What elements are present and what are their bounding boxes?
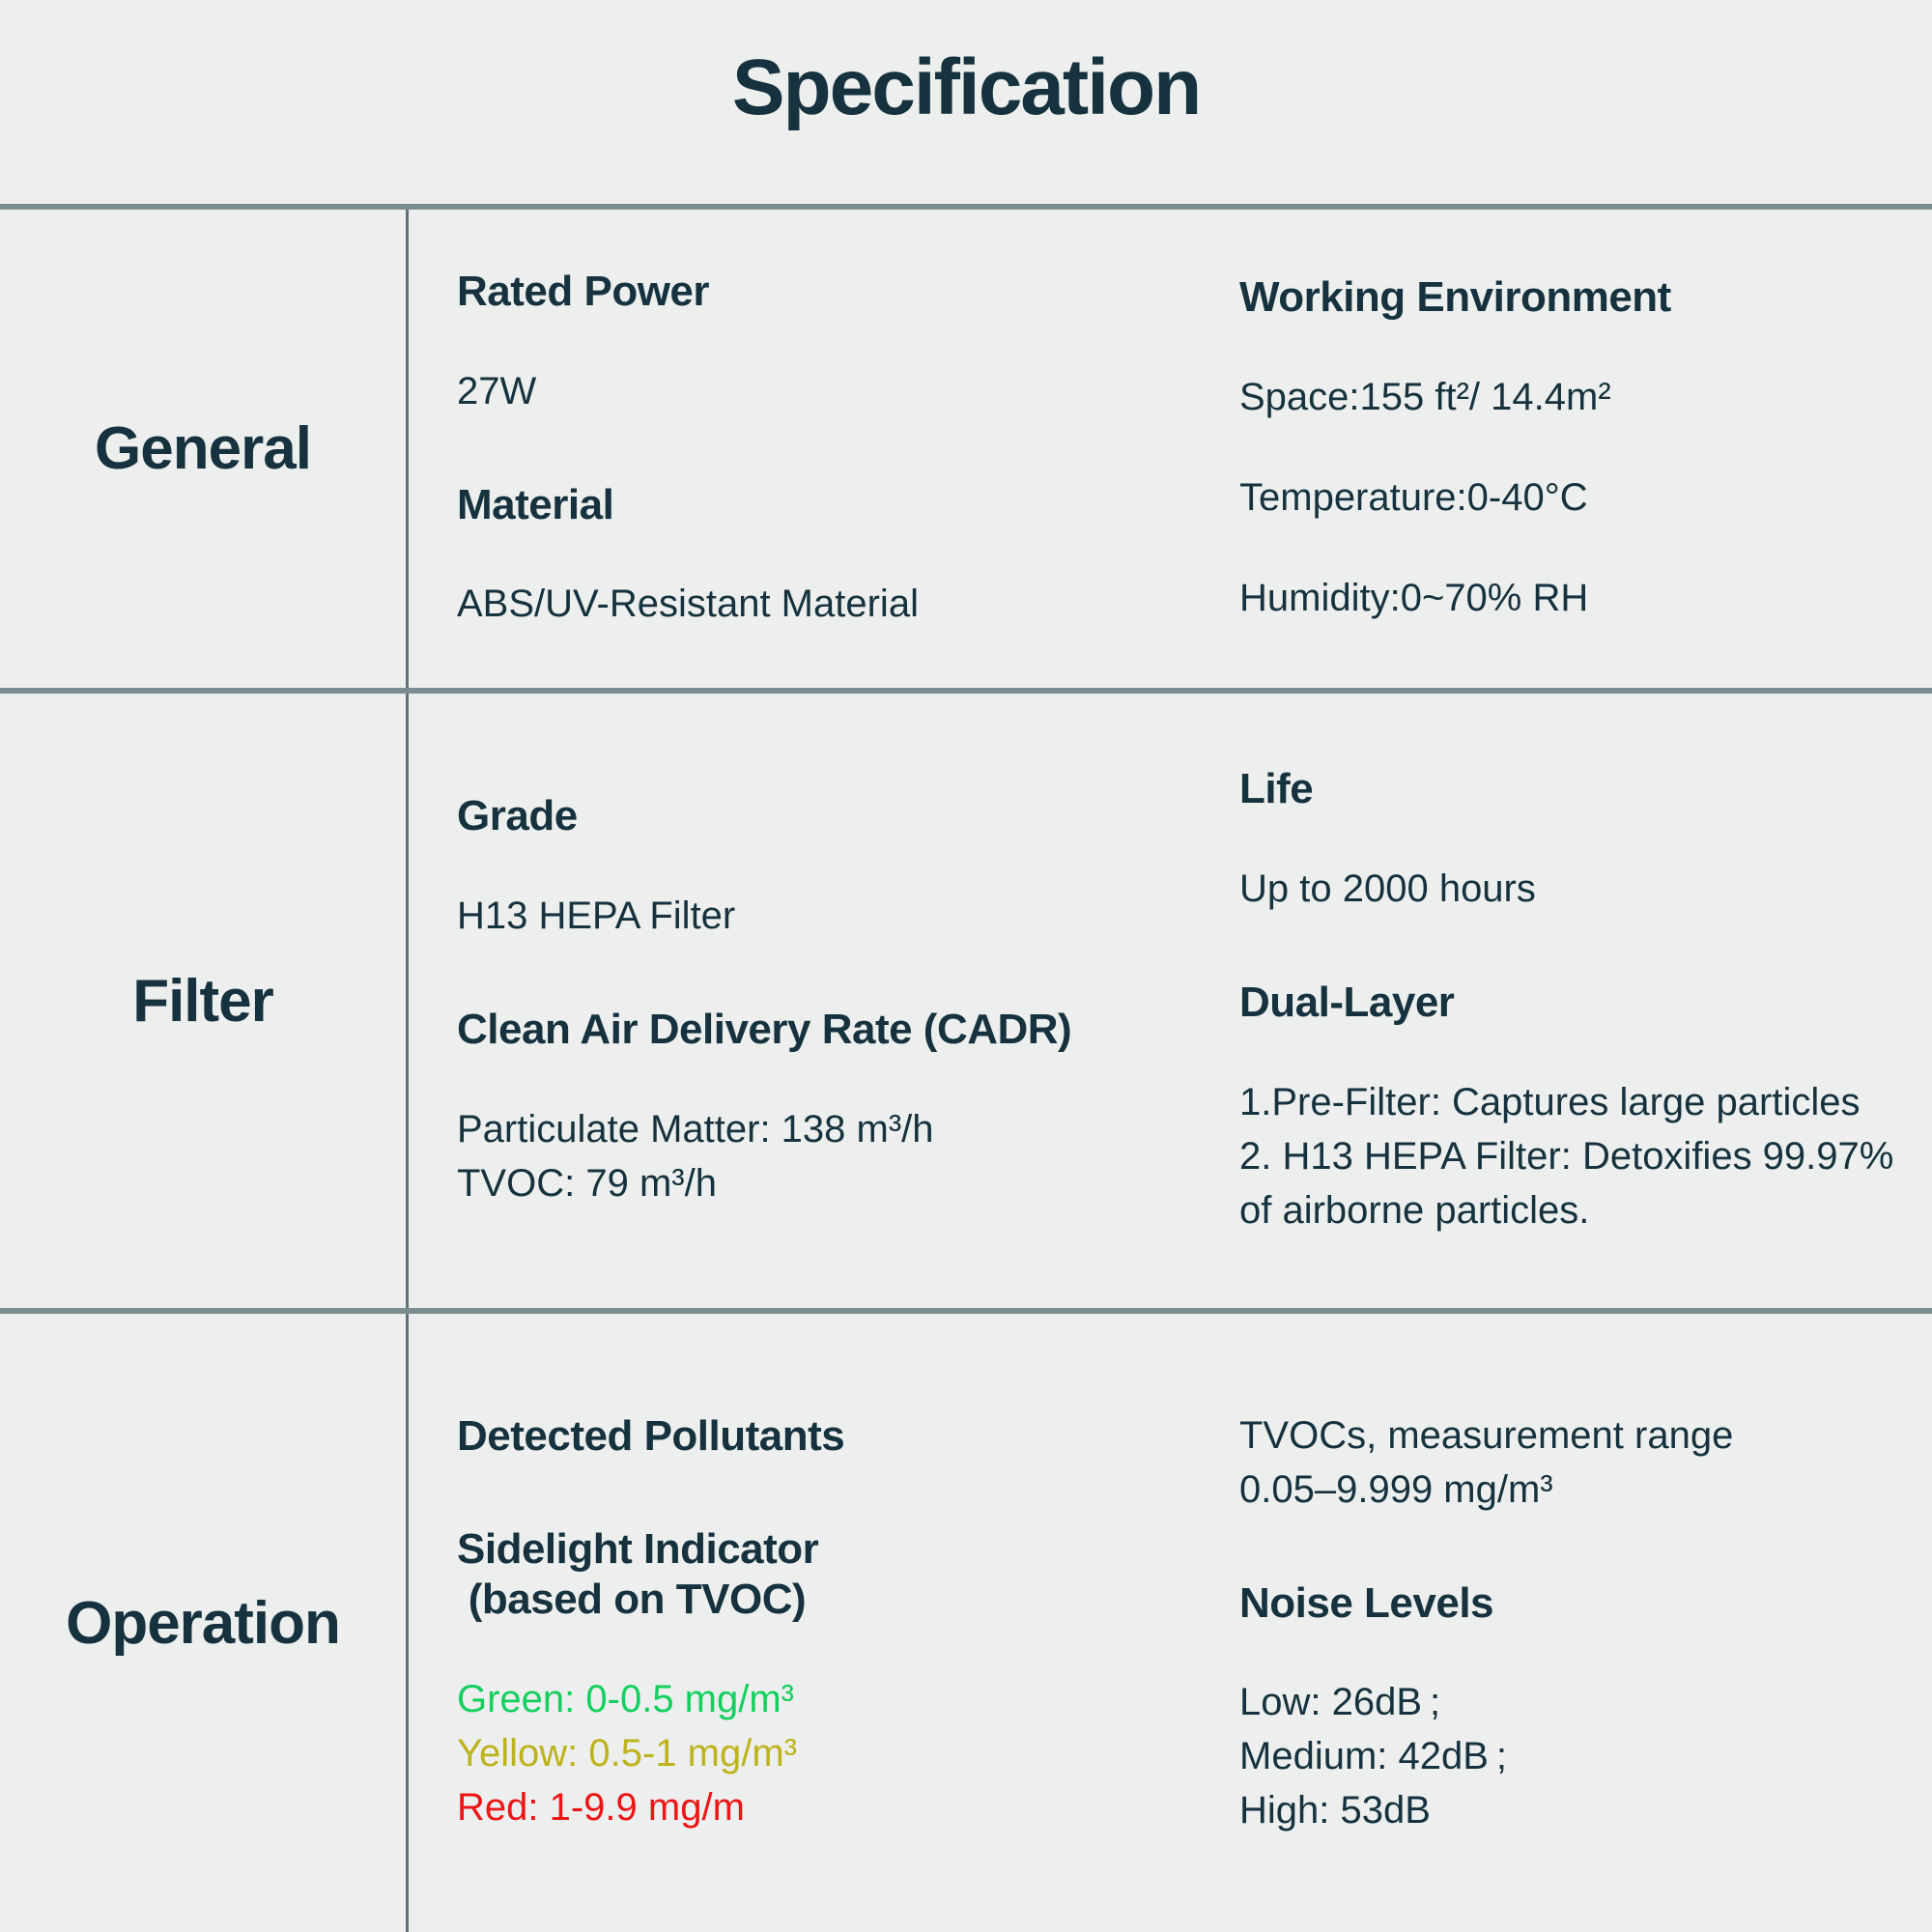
spec-line: Life — [1239, 765, 1314, 813]
spec-line: TVOCs, measurement range — [1239, 1413, 1734, 1457]
spec-heading: Sidelight Indicator (based on TVOC) — [457, 1524, 1210, 1627]
spec-heading: Detected Pollutants — [457, 1411, 1210, 1463]
spec-column-1: Grade H13 HEPA Filter Clean Air Delivery R… — [457, 694, 1239, 1308]
spec-line: Noise Levels — [1239, 1578, 1494, 1627]
spec-line: Detected Pollutants — [457, 1411, 845, 1460]
spec-value: 27W — [457, 364, 1210, 418]
spec-value: Up to 2000 hours — [1239, 862, 1903, 916]
spec-line: Particulate Matter: 138 m³/h — [457, 1107, 934, 1151]
spec-line: (based on TVOC) — [457, 1576, 807, 1624]
spec-line: Material — [457, 480, 614, 528]
spec-line: Medium: 42dB ; — [1239, 1735, 1508, 1778]
spec-heading: Material — [457, 480, 1210, 531]
page-title: Specification — [731, 43, 1202, 131]
spec-line: Clean Air Delivery Rate (CADR) — [457, 1006, 1072, 1053]
spec-line: Low: 26dB ; — [1239, 1681, 1441, 1724]
spec-line: of airborne particles. — [1239, 1188, 1590, 1232]
spec-column-2: Life Up to 2000 hours Dual-Layer 1.Pre-Filt… — [1239, 694, 1932, 1308]
spec-value: Temperature:0-40°C — [1239, 470, 1903, 525]
spec-line: 1.Pre-Filter: Captures large particles — [1239, 1080, 1861, 1123]
spec-line: 27W — [457, 369, 537, 412]
section-content: Grade H13 HEPA Filter Clean Air Delivery R… — [409, 694, 1932, 1308]
spec-value: Particulate Matter: 138 m³/h TVOC: 79 m³/… — [457, 1102, 1210, 1210]
section-row-filter: Filter Grade H13 HEPA Filter Clean Air Deli… — [0, 688, 1932, 1308]
spec-line: Temperature:0-40°C — [1239, 475, 1588, 519]
section-row-operation: Operation Detected Pollutants Sidelight In… — [0, 1308, 1932, 1932]
spec-column-1: Detected Pollutants Sidelight Indicator (… — [457, 1314, 1239, 1932]
spec-heading: Dual-Layer — [1239, 978, 1903, 1029]
spec-value: Green: 0-0.5 mg/m³ Yellow: 0.5-1 mg/m³ Red… — [457, 1672, 1210, 1834]
spec-line: Yellow: 0.5-1 mg/m³ — [457, 1732, 797, 1776]
section-label: Operation — [66, 1589, 341, 1657]
spec-line: Green: 0-0.5 mg/m³ — [457, 1678, 795, 1721]
spec-heading: Working Environment — [1239, 272, 1903, 324]
spec-line: Space:155 ft²/ 14.4m² — [1239, 375, 1611, 418]
spec-value: 1.Pre-Filter: Captures large particles 2.… — [1239, 1075, 1903, 1237]
spec-line: Sidelight Indicator — [457, 1524, 819, 1573]
spec-heading: Noise Levels — [1239, 1578, 1903, 1630]
spec-value: TVOCs, measurement range 0.05–9.999 mg/m³ — [1239, 1408, 1903, 1517]
spec-table: General Rated Power 27W Material ABS/UV-Resi… — [0, 204, 1932, 1932]
spec-line: Dual-Layer — [1239, 979, 1455, 1026]
spec-line: ABS/UV-Resistant Material — [457, 582, 919, 626]
section-content: Rated Power 27W Material ABS/UV-Resistant M… — [409, 210, 1932, 688]
spec-line: High: 53dB — [1239, 1789, 1431, 1833]
title-band: Specification — [0, 0, 1932, 204]
spec-heading: Life — [1239, 764, 1903, 815]
spec-line: TVOC: 79 m³/h — [457, 1161, 717, 1205]
spec-line: 2. H13 HEPA Filter: Detoxifies 99.97% — [1239, 1134, 1894, 1178]
spec-heading: Rated Power — [457, 267, 1210, 318]
spec-column-1: Rated Power 27W Material ABS/UV-Resistant M… — [457, 210, 1239, 688]
spec-line: 0.05–9.999 mg/m³ — [1239, 1467, 1553, 1511]
spec-value: ABS/UV-Resistant Material — [457, 577, 1210, 631]
spec-value: Low: 26dB ; Medium: 42dB ; High: 53dB — [1239, 1675, 1903, 1837]
spec-value: Humidity:0~70% RH — [1239, 571, 1903, 625]
section-label-cell: Operation — [0, 1314, 409, 1932]
spec-heading: Grade — [457, 791, 1210, 842]
section-label-cell: General — [0, 210, 409, 688]
section-label: General — [95, 415, 312, 482]
spec-heading: Clean Air Delivery Rate (CADR) — [457, 1005, 1210, 1056]
spec-line: Working Environment — [1239, 273, 1671, 322]
spec-column-2: TVOCs, measurement range 0.05–9.999 mg/m³… — [1239, 1314, 1932, 1932]
section-label: Filter — [132, 967, 274, 1035]
section-label-cell: Filter — [0, 694, 409, 1308]
spec-line: Up to 2000 hours — [1239, 867, 1536, 910]
spec-value: Space:155 ft²/ 14.4m² — [1239, 370, 1903, 424]
spec-line: Grade — [457, 792, 578, 840]
spec-line: Rated Power — [457, 267, 710, 315]
spec-line: Red: 1-9.9 mg/m — [457, 1786, 745, 1830]
spec-line: H13 HEPA Filter — [457, 895, 736, 937]
spec-column-2: Working Environment Space:155 ft²/ 14.4m²… — [1239, 210, 1932, 688]
section-content: Detected Pollutants Sidelight Indicator (… — [409, 1314, 1932, 1932]
spec-value: H13 HEPA Filter — [457, 889, 1210, 943]
spec-line: Humidity:0~70% RH — [1239, 576, 1589, 619]
section-row-general: General Rated Power 27W Material ABS/UV-Resi… — [0, 204, 1932, 688]
